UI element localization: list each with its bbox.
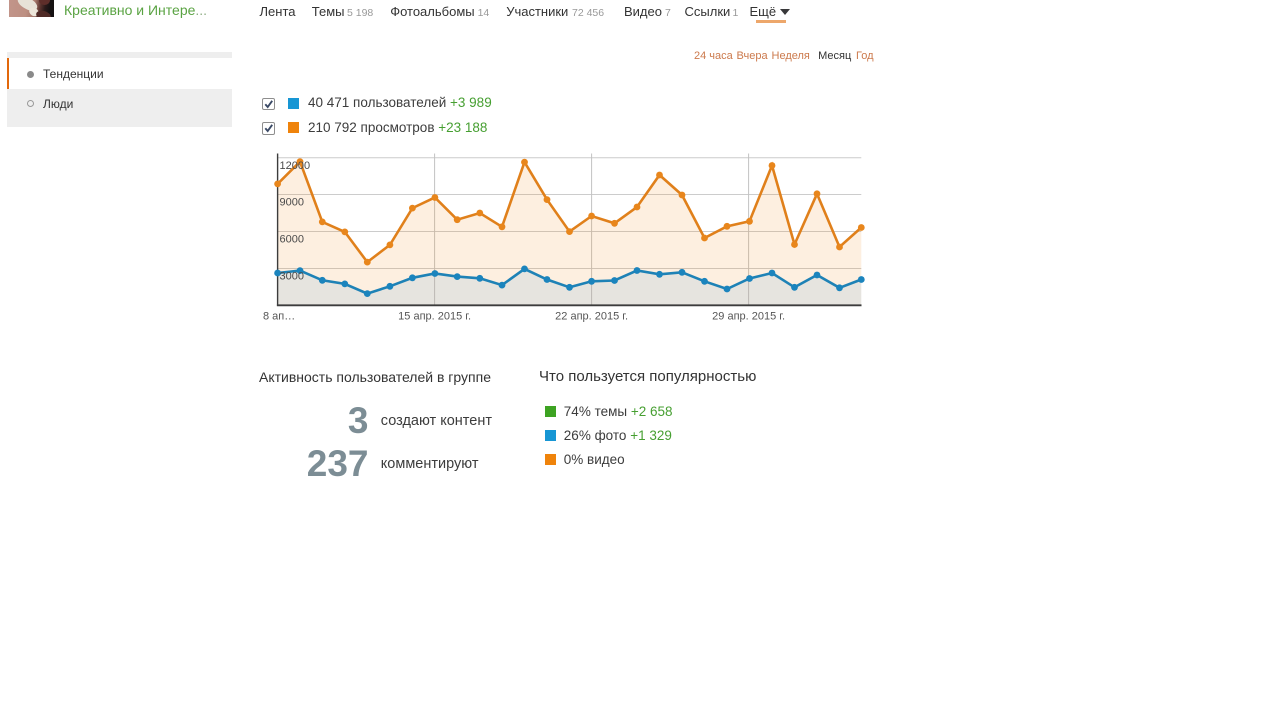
svg-text:6000: 6000 — [280, 234, 304, 246]
svg-text:15 апр. 2015 г.: 15 апр. 2015 г. — [398, 311, 471, 323]
svg-text:3000: 3000 — [280, 271, 304, 283]
svg-text:9000: 9000 — [280, 197, 304, 209]
svg-text:12000: 12000 — [280, 160, 311, 172]
svg-text:22 апр. 2015 г.: 22 апр. 2015 г. — [555, 311, 628, 323]
svg-text:29 апр. 2015 г.: 29 апр. 2015 г. — [712, 311, 785, 323]
svg-text:8 ап…: 8 ап… — [263, 311, 295, 323]
